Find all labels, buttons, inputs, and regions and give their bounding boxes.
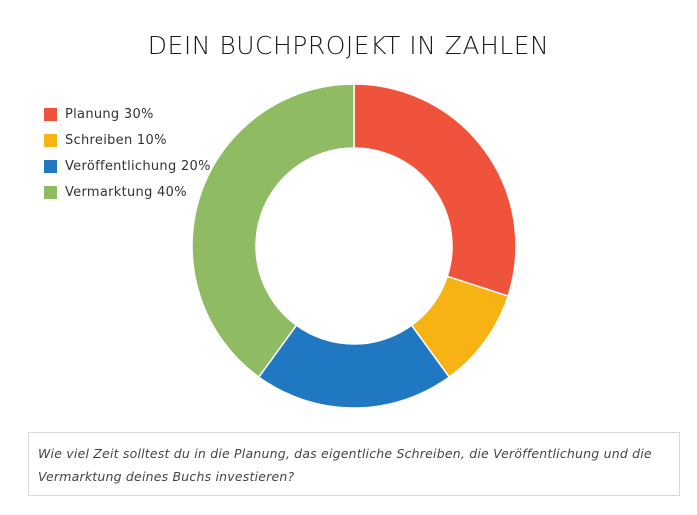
- legend-item-schreiben: Schreiben 10%: [44, 127, 211, 153]
- donut-slice-veroeffentlichung: [257, 324, 451, 409]
- legend-item-veroeffentlichung: Veröffentlichung 20%: [44, 153, 211, 179]
- legend-label-schreiben: Schreiben 10%: [65, 132, 167, 148]
- legend-item-planung: Planung 30%: [44, 101, 211, 127]
- legend-swatch-schreiben: [44, 133, 57, 147]
- chart-title: DEIN BUCHPROJEKT IN ZAHLEN: [147, 31, 550, 60]
- legend-swatch-planung: [44, 107, 57, 121]
- legend-label-planung: Planung 30%: [65, 106, 154, 122]
- legend-swatch-veroeffentlichung: [44, 159, 57, 173]
- legend-swatch-vermarktung: [44, 185, 57, 199]
- chart-legend: Planung 30% Schreiben 10% Veröffentlichu…: [44, 101, 211, 205]
- chart-caption: Wie viel Zeit solltest du in die Planung…: [28, 432, 680, 496]
- donut-slice-vermarktung: [191, 83, 355, 379]
- legend-label-vermarktung: Vermarktung 40%: [65, 184, 187, 200]
- donut-slice-planung: [353, 83, 517, 298]
- legend-label-veroeffentlichung: Veröffentlichung 20%: [65, 158, 211, 174]
- legend-item-vermarktung: Vermarktung 40%: [44, 179, 211, 205]
